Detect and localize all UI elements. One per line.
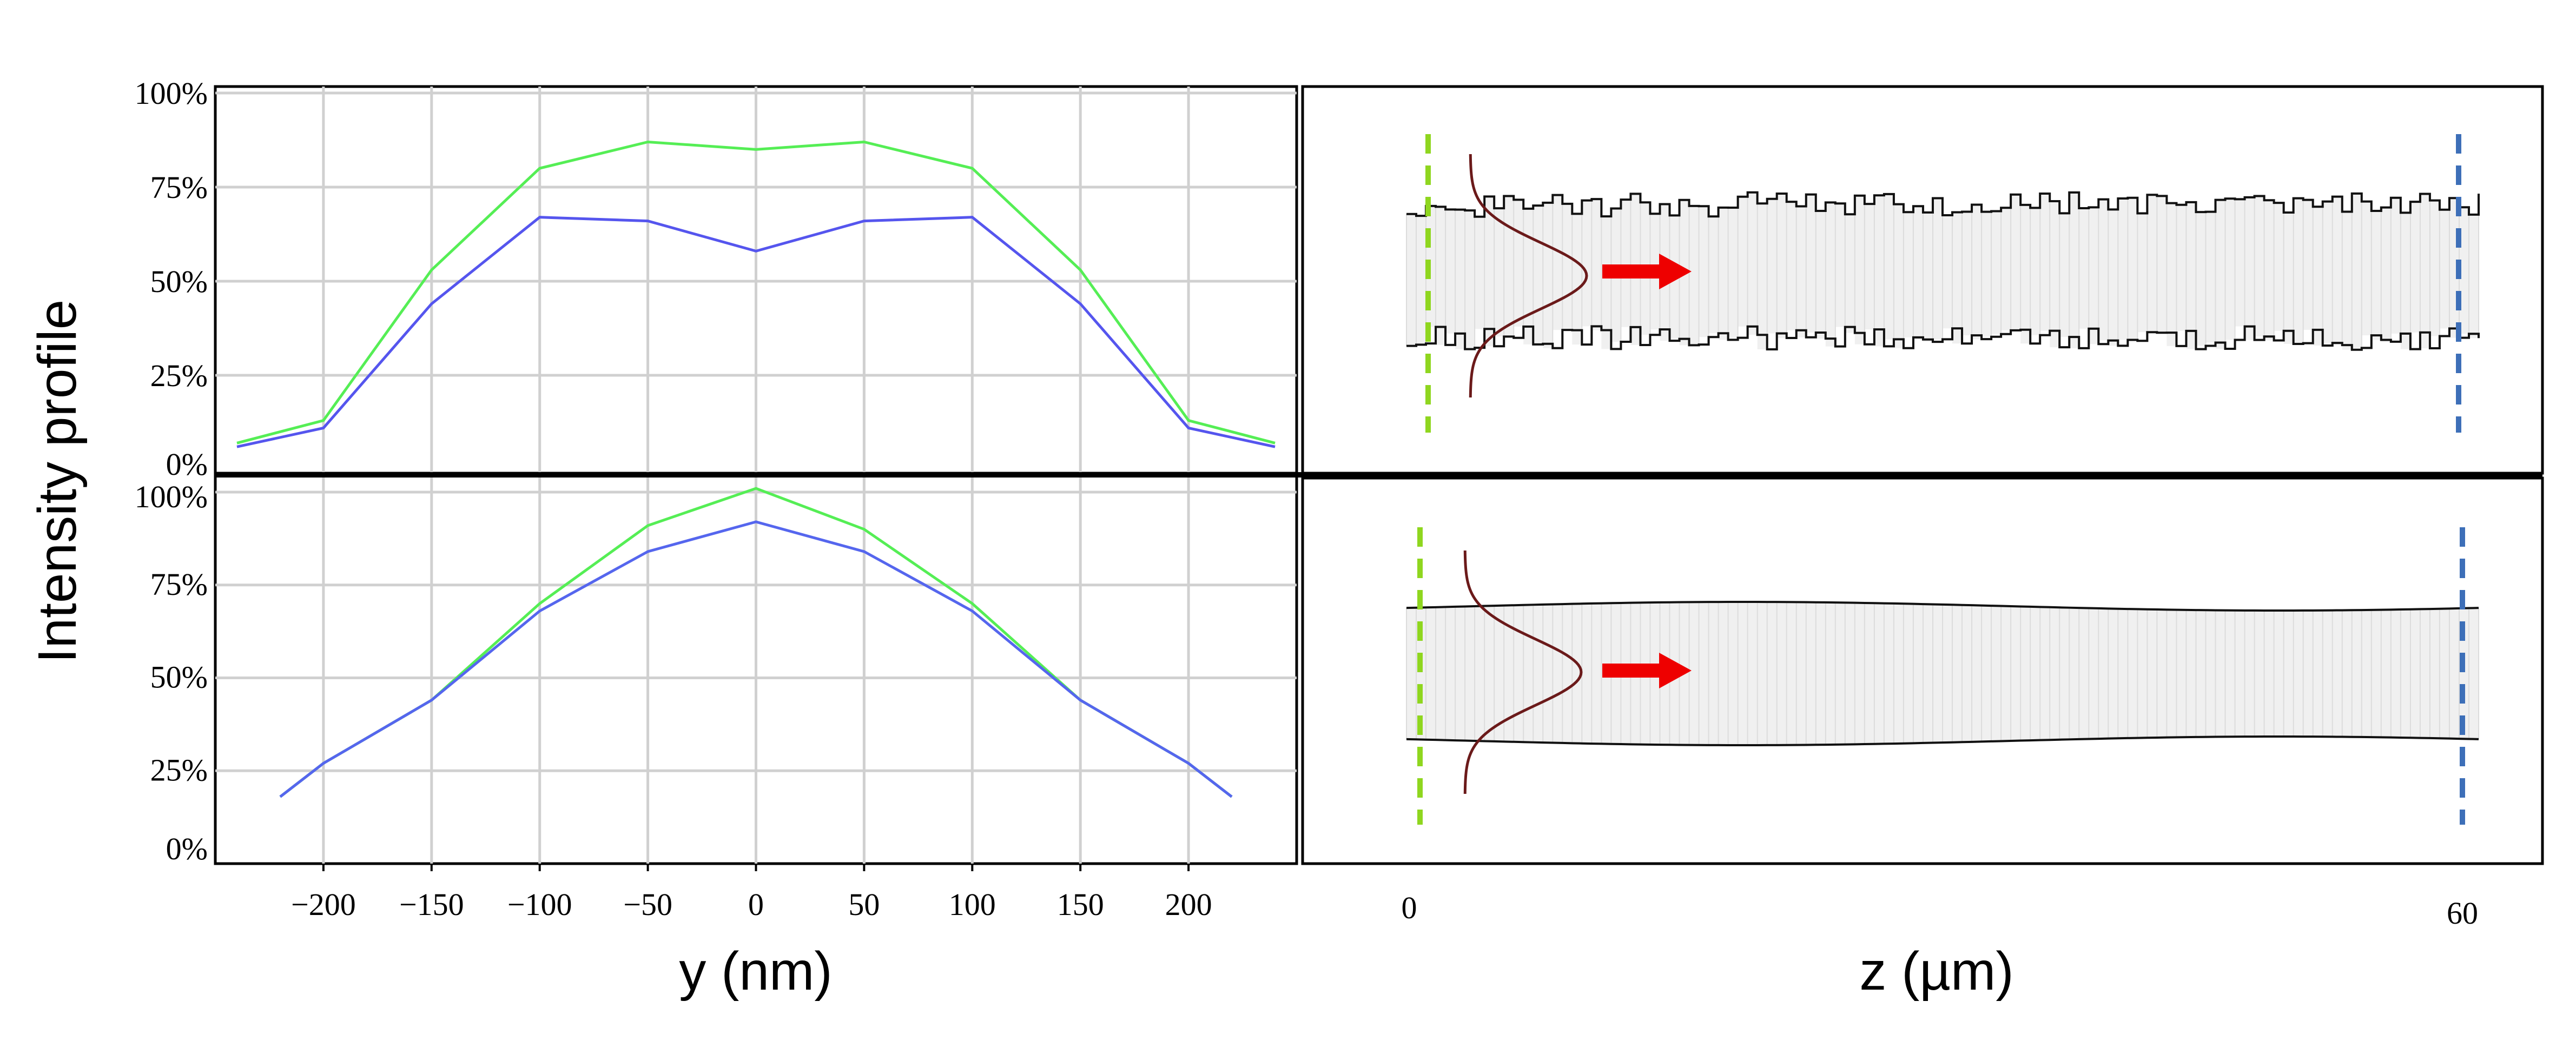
x-tick-label: 150 — [1057, 887, 1104, 922]
y-tick-label: 75% — [150, 567, 208, 602]
x-tick-label: 200 — [1165, 887, 1212, 922]
beam-upper-edge — [1406, 191, 2480, 218]
y-tick-label: 75% — [150, 170, 208, 205]
y-axis-label: Intensity profile — [27, 300, 88, 664]
propagation-arrow — [1602, 254, 1692, 289]
y-tick-label: 0% — [166, 447, 208, 482]
left-x-axis-label: y (nm) — [679, 941, 832, 1002]
y-tick-label: 100% — [135, 479, 208, 514]
right-x-axis-label: z (µm) — [1859, 941, 2013, 1002]
y-tick-label: 25% — [150, 752, 208, 787]
beam-lower-edge — [1406, 735, 2479, 746]
beam-lower-edge — [1406, 325, 2480, 351]
gaussian-profile-curve — [1463, 550, 1583, 794]
top-right-plot — [1301, 85, 2544, 475]
top-left-plot: 0% 25% 50% 75% 100% — [135, 76, 1298, 482]
y-tick-label: 25% — [150, 358, 208, 393]
y-tick-label: 100% — [135, 76, 208, 111]
bottom-left-plot: 0% 25% 50% 75% 100% −200 −150 −100 −50 0 50 100 150 2… — [135, 474, 1298, 922]
y-tick-label: 50% — [150, 264, 208, 299]
propagation-arrow — [1602, 653, 1692, 688]
x-tick-label: −150 — [399, 887, 464, 922]
x-tick-label: −50 — [623, 887, 672, 922]
x-tick-label: −100 — [507, 887, 572, 922]
beam-upper-edge — [1406, 601, 2479, 612]
series-line-1 — [236, 140, 1276, 445]
x-tick-label: −200 — [291, 887, 356, 922]
series-line-2 — [279, 520, 1233, 798]
bottom-right-plot — [1301, 476, 2544, 865]
x-tick-label: 50 — [848, 887, 880, 922]
gaussian-profile-curve — [1469, 154, 1588, 398]
y-tick-label: 0% — [166, 831, 208, 866]
y-tick-label: 50% — [150, 660, 208, 695]
z-tick-label-60: 60 — [2447, 896, 2478, 931]
x-tick-label: 0 — [748, 887, 764, 922]
series-line-2 — [236, 216, 1276, 448]
z-tick-label-0: 0 — [1402, 890, 1417, 925]
x-tick-label: 100 — [949, 887, 996, 922]
